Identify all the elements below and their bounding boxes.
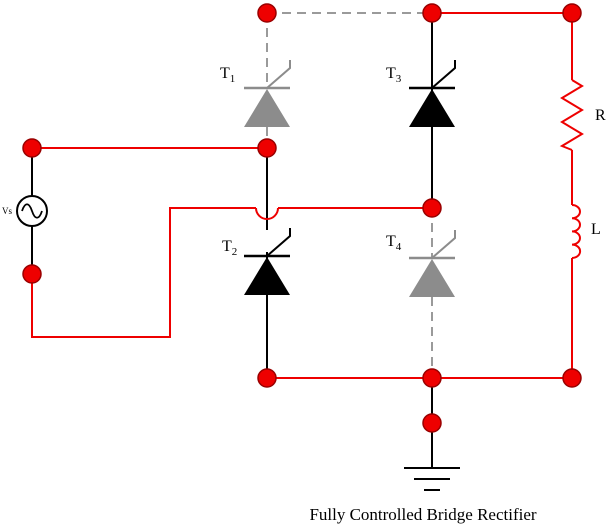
inductor [571,204,582,259]
label-vs: Vs [2,206,12,216]
resistor [559,79,584,151]
label-t3: T3 [386,65,402,85]
ground-icon [404,467,460,491]
thyristor-t4 [409,230,456,297]
node [422,3,442,23]
figure-caption: Fully Controlled Bridge Rectifier [309,505,537,524]
node [257,138,277,158]
node [22,138,42,158]
node [562,3,582,23]
ac-source-icon [16,195,48,227]
node [257,3,277,23]
thyristor-t1 [244,60,291,127]
active-wires [31,12,584,379]
label-r: R [595,107,606,124]
label-t2: T2 [222,238,237,258]
node [422,198,442,218]
label-l: L [591,221,601,238]
node [562,368,582,388]
inactive-wires [266,12,433,378]
thyristor-t3 [409,60,456,127]
node [22,264,42,284]
label-t4: T4 [386,233,402,253]
thyristor-t2 [244,228,291,295]
node [422,368,442,388]
label-t1: T1 [220,65,235,85]
node [257,368,277,388]
nodes [22,3,582,433]
node [422,413,442,433]
